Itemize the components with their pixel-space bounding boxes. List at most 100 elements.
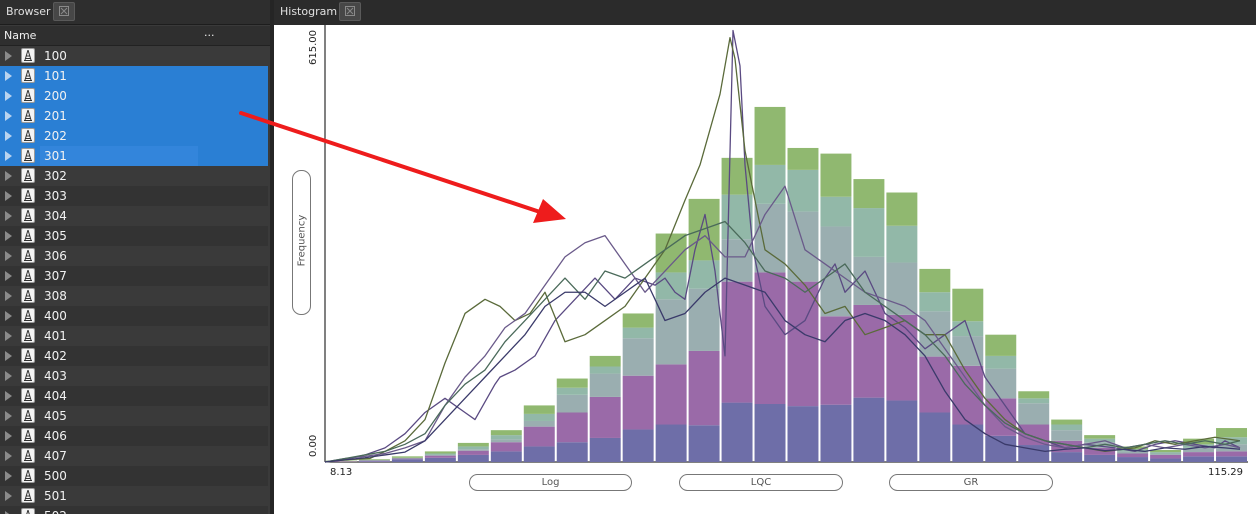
- histogram-close-button[interactable]: [339, 2, 361, 21]
- histogram-bar: [721, 194, 753, 240]
- well-icon: [21, 48, 35, 63]
- histogram-panel: Histogram Frequency 615.00 0.00 8.13 115…: [274, 0, 1256, 514]
- well-icon: [21, 108, 35, 123]
- histogram-bar: [787, 406, 819, 462]
- expand-triangle-icon[interactable]: [5, 131, 12, 141]
- expand-triangle-icon[interactable]: [5, 451, 12, 461]
- list-item[interactable]: 100: [0, 46, 268, 66]
- histogram-bar: [688, 198, 720, 261]
- histogram-bar: [655, 364, 687, 425]
- expand-triangle-icon[interactable]: [5, 71, 12, 81]
- well-label: 306: [44, 249, 67, 263]
- well-label: 304: [44, 209, 67, 223]
- well-label: 100: [44, 49, 67, 63]
- close-icon: [59, 6, 69, 16]
- expand-triangle-icon[interactable]: [5, 471, 12, 481]
- expand-triangle-icon[interactable]: [5, 51, 12, 61]
- expand-triangle-icon[interactable]: [5, 191, 12, 201]
- expand-triangle-icon[interactable]: [5, 231, 12, 241]
- histogram-bar: [952, 288, 984, 322]
- well-icon: [21, 428, 35, 443]
- list-item[interactable]: 407: [0, 446, 268, 466]
- expand-triangle-icon[interactable]: [5, 91, 12, 101]
- well-icon: [21, 248, 35, 263]
- histogram-bar: [853, 397, 885, 462]
- expand-triangle-icon[interactable]: [5, 171, 12, 181]
- expand-triangle-icon[interactable]: [5, 311, 12, 321]
- list-item[interactable]: 201: [0, 106, 268, 126]
- list-item[interactable]: 501: [0, 486, 268, 506]
- column-more-header[interactable]: ...: [204, 26, 215, 39]
- expand-triangle-icon[interactable]: [5, 271, 12, 281]
- well-label: 403: [44, 369, 67, 383]
- histogram-bar: [391, 458, 423, 460]
- expand-triangle-icon[interactable]: [5, 431, 12, 441]
- list-item[interactable]: 405: [0, 406, 268, 426]
- list-item[interactable]: 500: [0, 466, 268, 486]
- histogram-tab[interactable]: Histogram: [274, 0, 1256, 24]
- histogram-bar: [853, 304, 885, 398]
- list-item[interactable]: 307: [0, 266, 268, 286]
- well-label: 302: [44, 169, 67, 183]
- list-item[interactable]: 304: [0, 206, 268, 226]
- list-item[interactable]: 202: [0, 126, 268, 146]
- density-curve: [324, 220, 1241, 463]
- panel-splitter[interactable]: [270, 0, 274, 514]
- histogram-bar: [787, 147, 819, 170]
- well-label: 405: [44, 409, 67, 423]
- gr-axis-button[interactable]: GR: [889, 474, 1053, 491]
- list-item[interactable]: 301: [0, 146, 268, 166]
- list-item[interactable]: 302: [0, 166, 268, 186]
- histogram-bar: [523, 420, 555, 427]
- well-label: 200: [44, 89, 67, 103]
- list-item[interactable]: 200: [0, 86, 268, 106]
- list-item[interactable]: 306: [0, 246, 268, 266]
- expand-triangle-icon[interactable]: [5, 251, 12, 261]
- expand-triangle-icon[interactable]: [5, 371, 12, 381]
- histogram-bar: [1051, 440, 1083, 453]
- list-item[interactable]: 502: [0, 506, 268, 514]
- log-axis-button[interactable]: Log: [469, 474, 632, 491]
- list-item[interactable]: 406: [0, 426, 268, 446]
- expand-triangle-icon[interactable]: [5, 291, 12, 301]
- expand-triangle-icon[interactable]: [5, 151, 12, 161]
- browser-tab[interactable]: Browser: [0, 0, 270, 25]
- histogram-bar: [886, 400, 918, 462]
- expand-triangle-icon[interactable]: [5, 111, 12, 121]
- expand-triangle-icon[interactable]: [5, 511, 12, 514]
- list-item[interactable]: 305: [0, 226, 268, 246]
- list-item[interactable]: 401: [0, 326, 268, 346]
- x-min-label: 8.13: [330, 467, 353, 478]
- expand-triangle-icon[interactable]: [5, 211, 12, 221]
- histogram-bar: [1051, 430, 1083, 441]
- histogram-bar: [391, 459, 423, 462]
- list-item[interactable]: 308: [0, 286, 268, 306]
- histogram-bar: [820, 404, 852, 462]
- well-icon: [21, 308, 35, 323]
- list-item[interactable]: 400: [0, 306, 268, 326]
- expand-triangle-icon[interactable]: [5, 391, 12, 401]
- list-item[interactable]: 101: [0, 66, 268, 86]
- column-name-header[interactable]: Name: [4, 29, 37, 42]
- lqc-axis-button[interactable]: LQC: [679, 474, 843, 491]
- histogram-bar: [1018, 391, 1050, 399]
- histogram-bar: [490, 430, 522, 436]
- frequency-axis-button[interactable]: Frequency: [292, 170, 311, 315]
- expand-triangle-icon[interactable]: [5, 491, 12, 501]
- histogram-bar: [589, 396, 621, 438]
- expand-triangle-icon[interactable]: [5, 351, 12, 361]
- histogram-plot-area[interactable]: Frequency 615.00 0.00 8.13 115.29 Log LQ…: [274, 25, 1256, 514]
- expand-triangle-icon[interactable]: [5, 411, 12, 421]
- histogram-bar: [787, 169, 819, 212]
- list-item[interactable]: 402: [0, 346, 268, 366]
- list-item[interactable]: 403: [0, 366, 268, 386]
- list-item[interactable]: 404: [0, 386, 268, 406]
- histogram-bar: [457, 454, 489, 462]
- histogram-bar: [391, 456, 423, 458]
- browser-close-button[interactable]: [53, 2, 75, 21]
- well-label: 501: [44, 489, 67, 503]
- histogram-bar: [358, 459, 390, 460]
- expand-triangle-icon[interactable]: [5, 331, 12, 341]
- list-item[interactable]: 303: [0, 186, 268, 206]
- histogram-bar: [622, 375, 654, 430]
